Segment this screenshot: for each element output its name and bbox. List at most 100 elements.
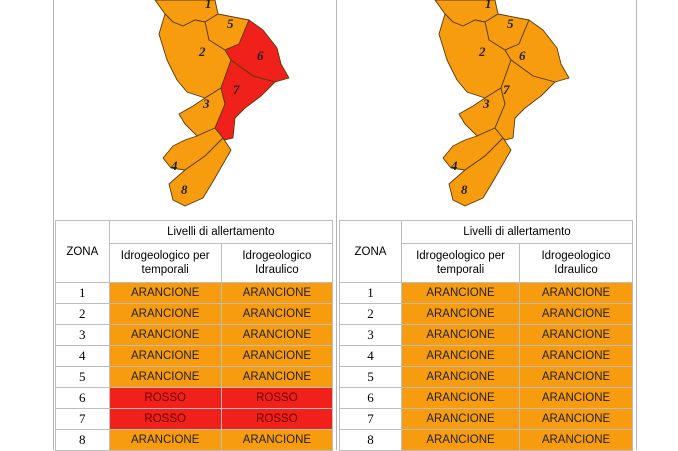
level-idraulico: ARANCIONE bbox=[519, 345, 633, 367]
level-idraulico: ARANCIONE bbox=[519, 408, 633, 430]
level-idraulico: ARANCIONE bbox=[220, 366, 334, 388]
level-idraulico: ROSSO bbox=[220, 387, 334, 409]
level-temporali: ARANCIONE bbox=[401, 303, 520, 325]
right-alert-panel: 1 5 2 3 4 8 6 7 ZONA Livelli di allertam… bbox=[339, 0, 634, 451]
map-label-6: 6 bbox=[257, 48, 264, 63]
zone-number: 5 bbox=[55, 366, 110, 388]
zone-number: 2 bbox=[55, 303, 110, 325]
idraulico-header: Idrogeologico Idraulico bbox=[220, 243, 334, 283]
temporali-header: Idrogeologico per temporali bbox=[108, 243, 222, 283]
zona-header: ZONA bbox=[55, 220, 110, 283]
zone-number: 6 bbox=[339, 387, 402, 409]
zone-number: 2 bbox=[339, 303, 402, 325]
calabria-zone-map: 1 5 2 3 4 8 6 7 bbox=[154, 0, 290, 207]
right-page-border bbox=[636, 0, 637, 450]
alert-levels-header: Livelli di allertamento bbox=[108, 220, 334, 244]
level-temporali: ARANCIONE bbox=[401, 345, 520, 367]
table-row: 6 ARANCIONE ARANCIONE bbox=[339, 387, 633, 409]
table-row: 5 ARANCIONE ARANCIONE bbox=[339, 366, 633, 388]
level-temporali: ARANCIONE bbox=[401, 282, 520, 304]
zone-number: 5 bbox=[339, 366, 402, 388]
idraulico-header: Idrogeologico Idraulico bbox=[519, 243, 633, 283]
level-temporali: ARANCIONE bbox=[401, 387, 520, 409]
zone-number: 8 bbox=[55, 429, 110, 451]
map-label-3: 3 bbox=[202, 96, 210, 111]
level-idraulico: ARANCIONE bbox=[519, 282, 633, 304]
table-row: 6 ROSSO ROSSO bbox=[55, 387, 334, 409]
level-idraulico: ARANCIONE bbox=[519, 366, 633, 388]
zone-number: 7 bbox=[339, 408, 402, 430]
zone-6-area bbox=[504, 19, 570, 83]
map-label-7: 7 bbox=[503, 82, 510, 97]
left-page-border bbox=[53, 0, 54, 450]
map-label-5: 5 bbox=[227, 16, 234, 31]
level-temporali: ARANCIONE bbox=[108, 345, 222, 367]
map-label-1: 1 bbox=[485, 0, 492, 11]
table-row: 1 ARANCIONE ARANCIONE bbox=[339, 282, 633, 304]
level-temporali: ROSSO bbox=[108, 387, 222, 409]
calabria-zone-map: 1 5 2 3 4 8 6 7 bbox=[434, 0, 570, 207]
level-temporali: ROSSO bbox=[108, 408, 222, 430]
zone-number: 6 bbox=[55, 387, 110, 409]
level-idraulico: ARANCIONE bbox=[519, 429, 633, 451]
level-idraulico: ARANCIONE bbox=[519, 324, 633, 346]
table-body: 1 ARANCIONE ARANCIONE 2 ARANCIONE ARANCIONE 3 A… bbox=[55, 282, 334, 451]
map-label-4: 4 bbox=[450, 158, 458, 173]
zone-labels: 1 5 2 3 4 8 6 7 bbox=[170, 0, 264, 197]
level-temporali: ARANCIONE bbox=[108, 282, 222, 304]
map-label-1: 1 bbox=[205, 0, 212, 11]
map-label-5: 5 bbox=[507, 16, 514, 31]
level-temporali: ARANCIONE bbox=[108, 366, 222, 388]
table-row: 3 ARANCIONE ARANCIONE bbox=[55, 324, 334, 346]
zone-number: 7 bbox=[55, 408, 110, 430]
zone-number: 1 bbox=[55, 282, 110, 304]
zone-8-area bbox=[448, 137, 512, 207]
map-label-3: 3 bbox=[482, 96, 490, 111]
level-idraulico: ARANCIONE bbox=[519, 387, 633, 409]
zone-8-area bbox=[168, 137, 232, 207]
map-label-4: 4 bbox=[170, 158, 178, 173]
map-label-8: 8 bbox=[181, 182, 188, 197]
table-row: 4 ARANCIONE ARANCIONE bbox=[339, 345, 633, 367]
alert-levels-table: ZONA Livelli di allertamento Idrogeologi… bbox=[339, 220, 633, 451]
map-label-2: 2 bbox=[198, 44, 206, 59]
level-temporali: ARANCIONE bbox=[108, 429, 222, 451]
level-idraulico: ARANCIONE bbox=[519, 303, 633, 325]
table-row: 7 ROSSO ROSSO bbox=[55, 408, 334, 430]
table-row: 1 ARANCIONE ARANCIONE bbox=[55, 282, 334, 304]
zone-number: 4 bbox=[55, 345, 110, 367]
table-row: 5 ARANCIONE ARANCIONE bbox=[55, 366, 334, 388]
level-idraulico: ARANCIONE bbox=[220, 282, 334, 304]
zone-number: 8 bbox=[339, 429, 402, 451]
level-temporali: ARANCIONE bbox=[108, 303, 222, 325]
zone-number: 1 bbox=[339, 282, 402, 304]
temporali-header: Idrogeologico per temporali bbox=[401, 243, 520, 283]
level-temporali: ARANCIONE bbox=[108, 324, 222, 346]
map-label-6: 6 bbox=[519, 48, 526, 63]
level-idraulico: ARANCIONE bbox=[220, 324, 334, 346]
table-row: 3 ARANCIONE ARANCIONE bbox=[339, 324, 633, 346]
level-idraulico: ROSSO bbox=[220, 408, 334, 430]
table-row: 4 ARANCIONE ARANCIONE bbox=[55, 345, 334, 367]
alert-levels-table: ZONA Livelli di allertamento Idrogeologi… bbox=[55, 220, 334, 451]
table-row: 7 ARANCIONE ARANCIONE bbox=[339, 408, 633, 430]
zone-labels: 1 5 2 3 4 8 6 7 bbox=[450, 0, 526, 197]
zone-6-area bbox=[224, 19, 290, 83]
zone-number: 3 bbox=[339, 324, 402, 346]
zone-number: 3 bbox=[55, 324, 110, 346]
zona-header: ZONA bbox=[339, 220, 402, 283]
table-row: 2 ARANCIONE ARANCIONE bbox=[339, 303, 633, 325]
zone-7-area bbox=[214, 59, 276, 141]
level-temporali: ARANCIONE bbox=[401, 408, 520, 430]
level-idraulico: ARANCIONE bbox=[220, 303, 334, 325]
map-label-2: 2 bbox=[478, 44, 486, 59]
zone-number: 4 bbox=[339, 345, 402, 367]
zone-7-area bbox=[494, 59, 556, 141]
table-row: 2 ARANCIONE ARANCIONE bbox=[55, 303, 334, 325]
level-temporali: ARANCIONE bbox=[401, 366, 520, 388]
level-idraulico: ARANCIONE bbox=[220, 345, 334, 367]
level-idraulico: ARANCIONE bbox=[220, 429, 334, 451]
alert-levels-header: Livelli di allertamento bbox=[401, 220, 633, 244]
map-label-8: 8 bbox=[461, 182, 468, 197]
level-temporali: ARANCIONE bbox=[401, 429, 520, 451]
